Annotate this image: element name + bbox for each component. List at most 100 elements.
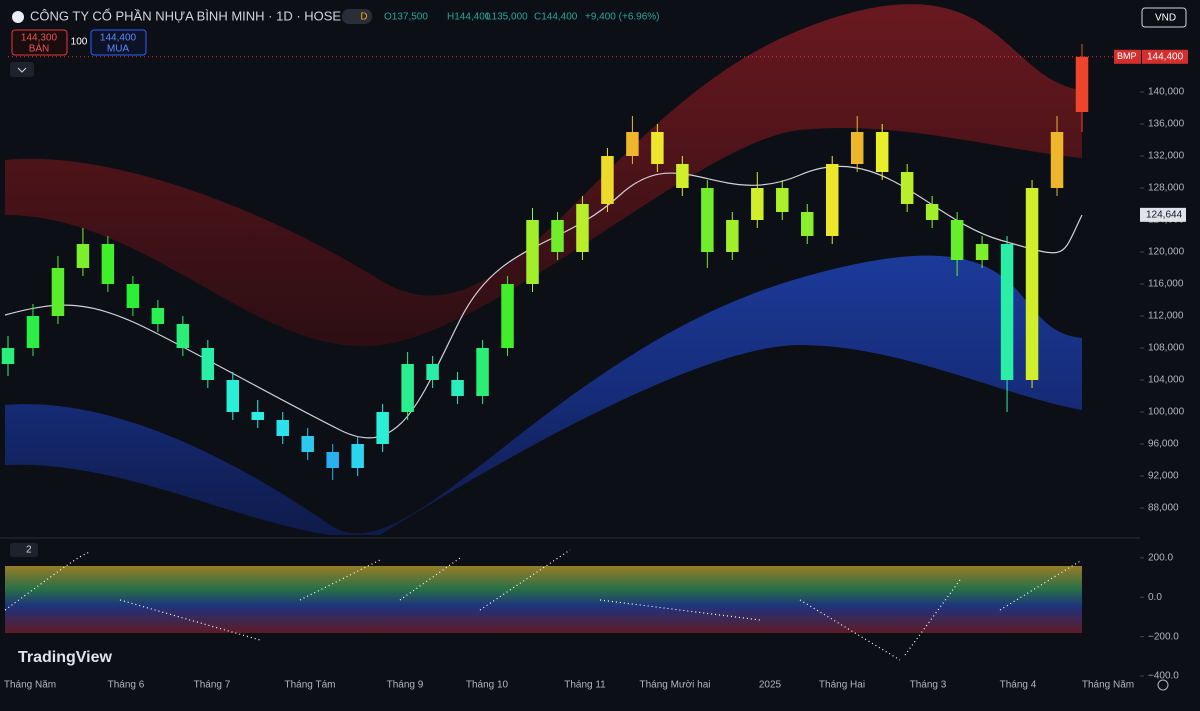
candle-body [850,132,864,164]
collapse-button[interactable] [10,62,34,77]
candle-body [626,132,639,156]
lower-band [5,255,1082,535]
candle-body [676,164,689,188]
buy-price: 144,400 [100,33,137,44]
symbol-title: CÔNG TY CỔ PHẦN NHỰA BÌNH MINH · 1D · HO… [30,8,341,23]
x-tick-label: Tháng Tám [285,680,336,691]
candle-body [251,412,265,420]
candle-body [101,244,115,284]
candle-body [900,172,914,204]
collapse-icon [17,67,27,73]
y-tick-label: 136,000 [1148,119,1185,130]
candle-body [651,132,664,164]
candle-body [1050,132,1064,188]
indicator-tick-label: −200.0 [1148,631,1179,642]
x-tick-label: Tháng Năm [1082,680,1134,691]
candle-body [126,284,140,308]
order-quantity[interactable]: 100 [71,37,88,48]
y-tick-label: 100,000 [1148,407,1185,418]
candle-body [1000,244,1014,380]
candle-body [551,220,564,252]
candle-body [201,348,215,380]
price-change: +9,400 (+6.96%) [585,12,660,23]
ma-price-label: 124,644 [1146,209,1183,220]
candle-body [576,204,589,252]
watermark: TradingView [18,649,113,666]
candle-body [326,452,339,468]
ohlc-high: H144,400 [447,12,491,23]
interval-badge-text: D [360,12,367,23]
candle-body [701,188,714,252]
candle-body [351,444,364,468]
y-tick-label: 140,000 [1148,87,1185,98]
candle-body [426,364,439,380]
candle-body [726,220,739,252]
ohlc-close: C144,400 [534,12,578,23]
indicator-tick-label: 200.0 [1148,552,1173,563]
symbol-logo [12,11,24,23]
buy-label: MUA [107,44,130,55]
x-tick-label: Tháng 10 [466,680,509,691]
sell-label: BÁN [29,42,50,55]
candle-body [925,204,939,220]
x-tick-label: Tháng 4 [1000,680,1037,691]
candle-body [226,380,240,412]
candle-body [875,132,889,172]
indicator-tick-label: −400.0 [1148,671,1179,682]
buy-button[interactable] [90,29,147,56]
sell-price: 144,300 [21,33,58,44]
ohlc-low: L135,000 [486,12,528,23]
candle-body [476,348,489,396]
x-tick-label: 2025 [759,680,782,691]
last-price-label: 144,400 [1147,51,1184,62]
y-tick-label: 116,000 [1148,279,1184,290]
y-tick-label: 108,000 [1148,343,1185,354]
candle-body [51,268,65,316]
candle-body [526,220,539,284]
candle-body [176,324,190,348]
x-tick-label: Tháng Năm [4,680,56,691]
candle-body [1,348,15,364]
candle-body [26,316,40,348]
x-tick-label: Tháng Hai [819,680,865,691]
candle-body [276,420,289,436]
candle-body [501,284,514,348]
candle-body [975,244,989,260]
last-price-name: BMP [1117,51,1137,61]
x-tick-label: Tháng Mười hai [639,680,710,691]
y-tick-label: 88,000 [1148,503,1179,514]
pane-toggle[interactable] [10,543,38,557]
candle-body [1025,188,1039,380]
candle-body [376,412,389,444]
sell-button[interactable] [11,29,68,56]
candle-body [76,244,90,268]
x-tick-label: Tháng 6 [108,680,145,691]
x-tick-label: Tháng 7 [194,680,231,691]
indicator-heatmap [5,566,1082,633]
last-price-label-bg [1142,49,1188,64]
x-tick-label: Tháng 3 [910,680,947,691]
upper-band [5,4,1082,347]
ohlc-open: O137,500 [384,12,428,23]
currency-label: VND [1155,13,1176,24]
interval-badge[interactable] [342,9,372,24]
candle-body [950,220,964,260]
y-tick-label: 112,000 [1148,311,1184,322]
candle-body [776,188,789,212]
candle-body [825,164,839,236]
y-tick-label: 96,000 [1148,439,1179,450]
ma-price-label-bg [1140,207,1186,222]
candle-body [301,436,314,452]
settings-icon[interactable] [1157,679,1169,691]
x-tick-label: Tháng 11 [564,680,606,691]
candle-body [601,156,614,204]
indicator-tick-label: 0.0 [1148,592,1162,603]
y-tick-label: 132,000 [1148,151,1185,162]
candle-body [801,212,814,236]
candle-body [401,364,414,412]
candle-body [451,380,464,396]
x-tick-label: Tháng 9 [387,680,424,691]
currency-button[interactable] [1141,7,1187,28]
candle-body [151,308,165,324]
